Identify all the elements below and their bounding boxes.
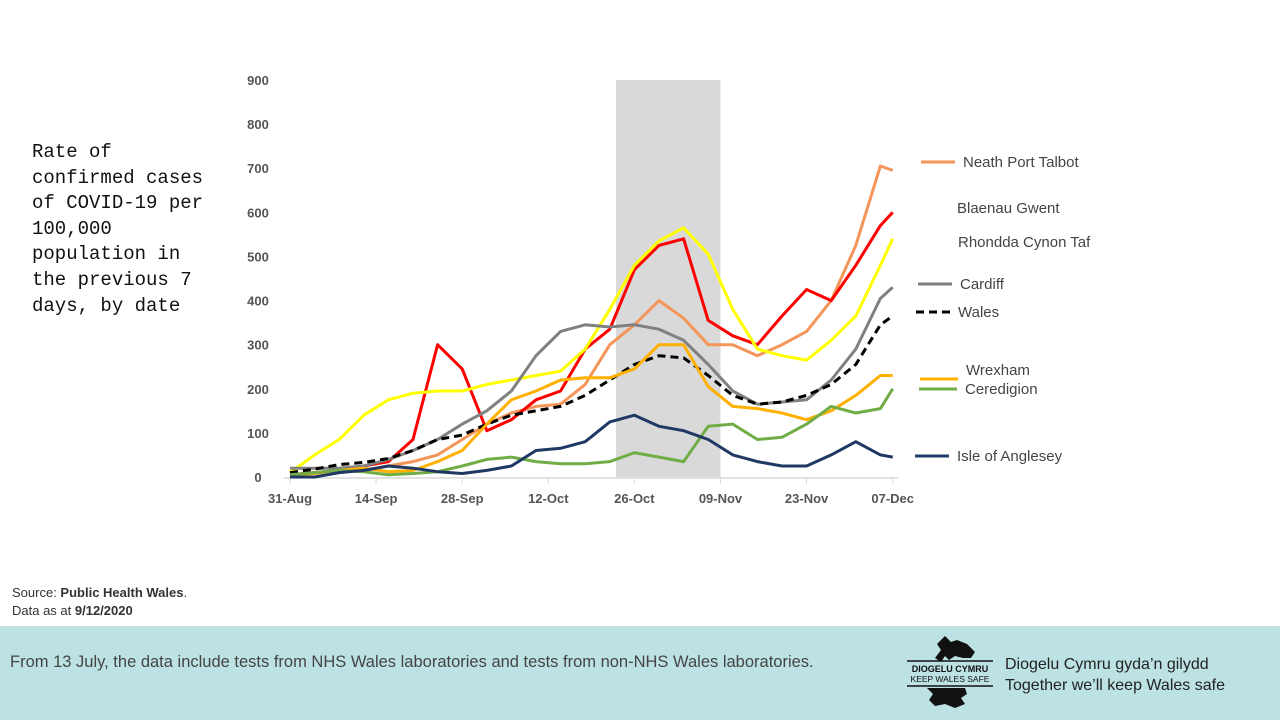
x-tick-label: 12-Oct bbox=[528, 491, 569, 506]
x-tick-label: 07-Dec bbox=[871, 491, 914, 506]
y-tick-label: 200 bbox=[247, 382, 269, 397]
y-tick-label: 100 bbox=[247, 426, 269, 441]
legend-label-wales: Wales bbox=[958, 304, 999, 321]
legend-label-blaenau-gwent: Blaenau Gwent bbox=[957, 200, 1060, 217]
legend-label-neath-port-talbot: Neath Port Talbot bbox=[963, 154, 1079, 171]
y-tick-label: 900 bbox=[247, 73, 269, 88]
x-tick-label: 26-Oct bbox=[614, 491, 655, 506]
y-axis-label: Rate of confirmed cases of COVID-19 per … bbox=[32, 141, 215, 317]
series-line-isle-of-anglesey bbox=[290, 413, 893, 479]
y-tick-label: 700 bbox=[247, 161, 269, 176]
legend-label-isle-of-anglesey: Isle of Anglesey bbox=[957, 448, 1063, 465]
svg-text:DIOGELU CYMRU: DIOGELU CYMRU bbox=[912, 664, 989, 674]
firebreak-shaded-period bbox=[615, 80, 721, 477]
series-line-ceredigion bbox=[289, 388, 894, 477]
data-date-line: Data as at 9/12/2020 bbox=[12, 603, 133, 618]
y-tick-label: 600 bbox=[247, 205, 269, 220]
legend-label-rhondda-cynon-taf: Rhondda Cynon Taf bbox=[958, 234, 1091, 251]
legend-label-ceredigion: Ceredigion bbox=[965, 381, 1038, 398]
y-tick-label: 0 bbox=[254, 470, 261, 485]
series-line-wales bbox=[289, 314, 894, 475]
series-line-wrexham bbox=[289, 343, 893, 478]
x-tick-label: 28-Sep bbox=[441, 491, 484, 506]
x-tick-label: 31-Aug bbox=[268, 491, 312, 506]
series-line-neath-port-talbot bbox=[289, 164, 894, 477]
x-tick-label: 14-Sep bbox=[355, 491, 398, 506]
source-suffix: . bbox=[183, 585, 188, 600]
y-tick-label: 800 bbox=[247, 117, 269, 132]
y-tick-label: 500 bbox=[247, 249, 269, 264]
footer-band: From 13 July, the data include tests fro… bbox=[0, 626, 1280, 720]
x-tick-label: 23-Nov bbox=[785, 491, 829, 506]
x-tick-label: 09-Nov bbox=[699, 491, 743, 506]
keep-wales-safe-logo: DIOGELU CYMRU KEEP WALES SAFE bbox=[907, 636, 993, 708]
slogan-welsh: Diogelu Cymru gyda’n gilydd bbox=[1005, 656, 1209, 673]
y-tick-label: 300 bbox=[247, 338, 269, 353]
data-date: 9/12/2020 bbox=[74, 603, 133, 618]
svg-text:KEEP WALES SAFE: KEEP WALES SAFE bbox=[911, 674, 990, 684]
y-tick-label: 400 bbox=[247, 294, 269, 309]
line-chart: 0 100 200 300 400 500 600 700 800 900 31-Aug 14-Sep… bbox=[247, 73, 1091, 506]
legend-label-cardiff: Cardiff bbox=[960, 276, 1005, 293]
series-line-rhondda-cynon-taf bbox=[289, 226, 895, 474]
slogan-english: Together we’ll keep Wales safe bbox=[1005, 677, 1225, 694]
footnote: From 13 July, the data include tests fro… bbox=[10, 653, 814, 671]
source-prefix: Source: bbox=[12, 585, 61, 600]
series-line-cardiff bbox=[290, 286, 894, 470]
source-line: Source: Public Health Wales. bbox=[12, 585, 187, 600]
legend-label-wrexham: Wrexham bbox=[966, 362, 1030, 379]
source-name: Public Health Wales bbox=[60, 585, 184, 600]
data-date-prefix: Data as at bbox=[12, 603, 75, 618]
slogan: Diogelu Cymru gyda’n gilydd Together we’… bbox=[1005, 654, 1225, 696]
